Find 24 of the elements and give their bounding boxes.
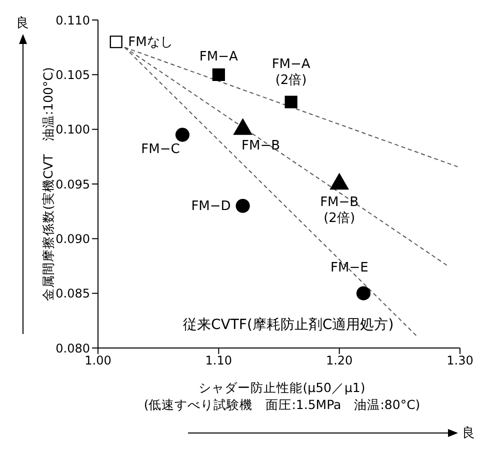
annotation: FM−B xyxy=(242,138,280,154)
y-tick-label: 0.110 xyxy=(56,13,90,28)
y-tick-label: 0.090 xyxy=(56,232,90,246)
annotation: 従来CVTF(摩耗防止剤C適用処方) xyxy=(183,316,394,334)
y-tick-label: 0.085 xyxy=(56,286,90,301)
y-tick-label: 0.100 xyxy=(56,122,90,137)
x-axis-title: シャダー防止性能(μ50／μ1) (低速すべり試験機 面圧:1.5MPa 油温:80°C) xyxy=(142,380,422,414)
annotation: FM−B (2倍) xyxy=(320,195,359,226)
annotation: FM−C xyxy=(141,142,180,157)
text: 良 xyxy=(16,15,29,32)
text: 良 xyxy=(462,425,475,442)
annotation: FM−A xyxy=(199,50,238,65)
annotation: FM−E xyxy=(330,260,368,276)
annotation: FMなし xyxy=(128,34,173,50)
x-tick-label: 1.30 xyxy=(446,354,474,368)
y-axis-title: 金属間摩擦係数(実機CVT 油温:100°C) xyxy=(40,67,56,301)
x-tick-label: 1.10 xyxy=(205,354,232,368)
annotation: FM−A (2倍) xyxy=(272,57,310,88)
y-tick-label: 0.095 xyxy=(56,177,90,192)
annotation: FM−D xyxy=(191,198,231,214)
x-tick-label: 1.00 xyxy=(84,354,112,368)
x-tick-label: 1.20 xyxy=(326,354,353,368)
y-tick-label: 0.080 xyxy=(56,341,90,356)
y-tick-label: 0.105 xyxy=(56,68,90,82)
